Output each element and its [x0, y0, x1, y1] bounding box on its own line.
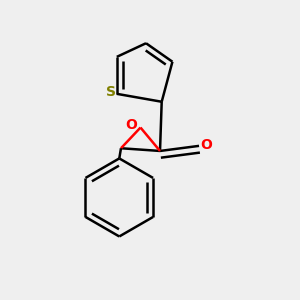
Text: O: O	[201, 138, 212, 152]
Text: S: S	[106, 85, 116, 99]
Text: O: O	[125, 118, 137, 132]
